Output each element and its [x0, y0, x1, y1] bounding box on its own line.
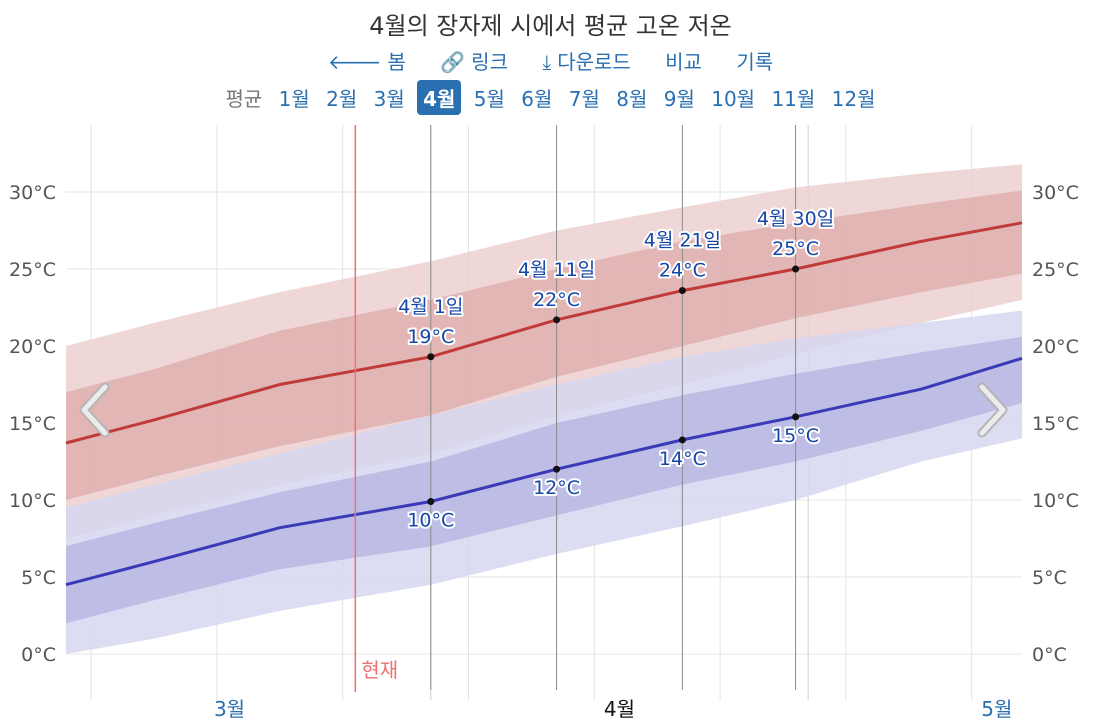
annotation-high: 19°C: [407, 326, 454, 348]
y-tick-label-left: 10°C: [9, 490, 56, 512]
annotation-point-low: [427, 498, 435, 506]
high-band-inner: [66, 190, 1022, 500]
annotation-point-low: [792, 413, 800, 421]
month-tab-nov[interactable]: 11월: [771, 87, 816, 111]
download-button[interactable]: ⤓ 다운로드: [542, 46, 630, 75]
month-tab-sep[interactable]: 9월: [663, 87, 695, 111]
annotation-low: 10°C: [407, 510, 454, 532]
month-tab-jun[interactable]: 6월: [521, 87, 553, 111]
y-tick-label-left: 15°C: [9, 413, 56, 435]
annotation-low: 12°C: [533, 477, 580, 499]
chart-nav: [79, 382, 1008, 438]
x-axis-label: 3월: [214, 697, 245, 721]
spring-link[interactable]: 🡐 봄: [328, 46, 406, 75]
annotation-high: 25°C: [772, 238, 819, 260]
month-tab-jan[interactable]: 1월: [278, 87, 310, 111]
chart-annotations: 4월 1일 19°C 10°C 4월 11일 22°C 12°C 4월 21일 24°C 14°…: [396, 125, 836, 690]
chevron-left-icon-highlight: [81, 384, 108, 436]
low-band-inner: [66, 336, 1022, 624]
toolbar: 🡐 봄 🔗 링크 ⤓ 다운로드 비교 기록: [0, 46, 1101, 75]
y-tick-label-right: 25°C: [1032, 259, 1079, 281]
annotation-date: 4월 1일: [398, 296, 463, 318]
chart-bands: [66, 164, 1022, 654]
chevron-left-icon[interactable]: [79, 382, 110, 438]
month-tab-may[interactable]: 5월: [473, 87, 505, 111]
chevron-right-icon-highlight: [979, 384, 1006, 436]
month-tab-jul[interactable]: 7월: [568, 87, 600, 111]
month-tab-feb[interactable]: 2월: [326, 87, 358, 111]
x-axis-label: 4월: [604, 697, 635, 721]
annotation-low: 14°C: [659, 448, 706, 470]
annotation-low: 15°C: [772, 425, 819, 447]
y-tick-label-left: 30°C: [9, 182, 56, 204]
spring-label: 봄: [387, 50, 406, 74]
y-tick-label-right: 20°C: [1032, 336, 1079, 358]
annotation-point-high: [553, 316, 561, 324]
month-tab-aug[interactable]: 8월: [616, 87, 648, 111]
y-tick-label-left: 20°C: [9, 336, 56, 358]
month-tab-oct[interactable]: 10월: [711, 87, 756, 111]
month-selector: 평균 1월 2월 3월 4월 5월 6월 7월 8월 9월 10월 11월 12…: [0, 80, 1101, 115]
y-tick-label-right: 0°C: [1032, 644, 1067, 666]
month-tab-mar[interactable]: 3월: [373, 87, 405, 111]
y-axis-ticks: 0°C 0°C 5°C 5°C 10°C 10°C 15°C 15°C 20°C 20°C 25°C…: [9, 182, 1079, 666]
chevron-right-icon[interactable]: [977, 382, 1008, 438]
page-title: 4월의 장자제 시에서 평균 고온 저온: [369, 12, 732, 40]
y-tick-label-left: 0°C: [21, 644, 56, 666]
annotation-date: 4월 30일: [757, 208, 834, 230]
month-tab-dec[interactable]: 12월: [831, 87, 876, 111]
annotation-point-high: [427, 353, 435, 361]
month-tab-apr[interactable]: 4월: [417, 80, 462, 115]
link-button[interactable]: 🔗 링크: [440, 46, 508, 75]
download-label: 다운로드: [557, 50, 631, 74]
now-marker-label: 현재: [361, 658, 398, 682]
annotation-point-low: [553, 465, 561, 473]
annotation-date: 4월 21일: [644, 230, 721, 252]
y-tick-label-left: 25°C: [9, 259, 56, 281]
annotation-date: 4월 11일: [518, 259, 595, 281]
y-tick-label-right: 30°C: [1032, 182, 1079, 204]
compare-link[interactable]: 비교: [665, 50, 702, 74]
x-axis-labels: 3월 4월 5월: [214, 697, 1012, 721]
month-selector-label: 평균: [225, 87, 263, 111]
y-tick-label-right: 10°C: [1032, 490, 1079, 512]
annotation-high: 24°C: [659, 260, 706, 282]
annotation-high: 22°C: [533, 289, 580, 311]
x-axis-label: 5월: [981, 697, 1012, 721]
y-tick-label-right: 15°C: [1032, 413, 1079, 435]
arrow-left-icon: 🡐: [327, 50, 382, 74]
link-label: 링크: [471, 50, 508, 74]
y-tick-label-right: 5°C: [1032, 567, 1067, 589]
annotation-point-low: [678, 436, 686, 444]
download-icon: ⤓: [542, 50, 552, 74]
link-icon: 🔗: [440, 50, 466, 74]
history-link[interactable]: 기록: [736, 50, 774, 74]
y-tick-label-left: 5°C: [21, 567, 56, 589]
annotation-point-high: [678, 287, 686, 295]
annotation-point-high: [792, 265, 800, 273]
